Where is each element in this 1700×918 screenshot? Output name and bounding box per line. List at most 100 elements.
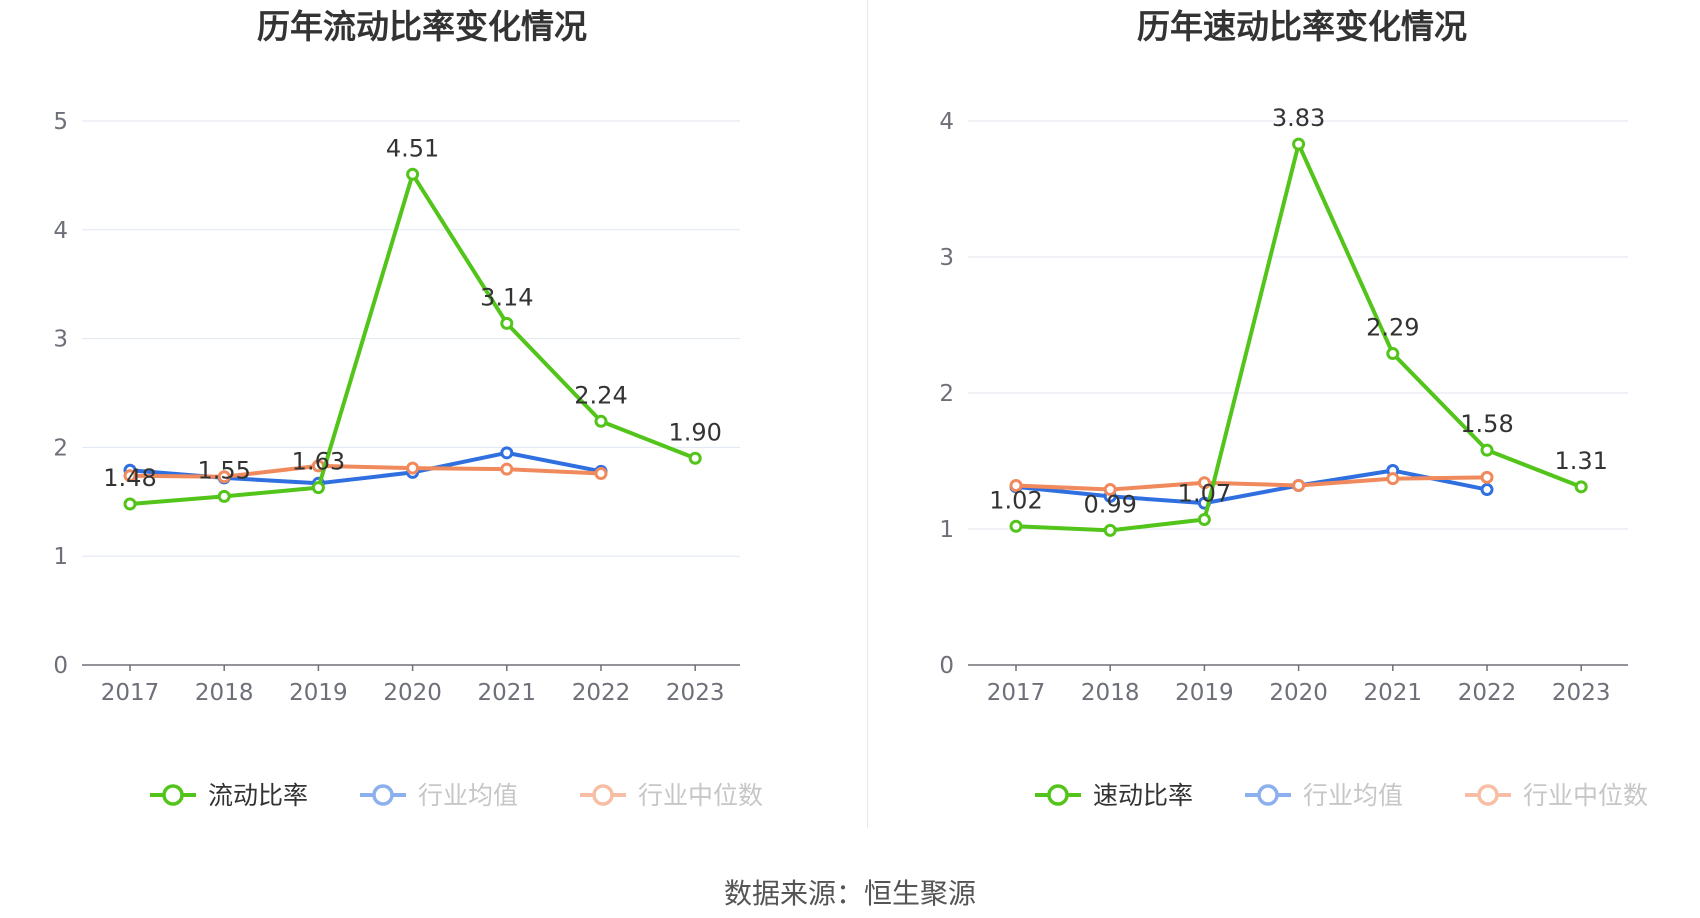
data-point-median — [1480, 470, 1494, 484]
data-point-median — [1386, 472, 1400, 486]
data-label: 2.24 — [574, 381, 627, 409]
series-line-median — [129, 463, 602, 479]
data-label: 1.48 — [103, 464, 156, 492]
y-tick-label: 4 — [939, 109, 954, 135]
chart-panel-2: 历年速动比率变化情况 0 1 2 3 4 2017 2018 2019 2020 2021 2022 2… — [939, 7, 1648, 810]
x-tick-label: 2017 — [101, 680, 160, 706]
legend-marker — [1477, 784, 1499, 806]
data-point-median — [406, 461, 420, 475]
legend-item-main: 流动比率 — [150, 781, 308, 810]
data-label: 1.07 — [1178, 479, 1231, 507]
x-tick-label: 2017 — [987, 680, 1046, 706]
data-point-main — [311, 481, 325, 495]
legend-marker — [1257, 784, 1279, 806]
data-point-median — [123, 469, 137, 483]
data-label: 3.83 — [1272, 104, 1325, 132]
legend-marker — [1047, 784, 1069, 806]
y-tick-label: 0 — [53, 653, 68, 679]
data-point-average — [500, 446, 514, 460]
data-point-main — [1103, 523, 1117, 537]
y-tick-label: 2 — [53, 435, 68, 461]
series-line-average — [1015, 468, 1488, 506]
y-tick-label: 2 — [939, 381, 954, 407]
data-label: 1.02 — [989, 486, 1042, 514]
legend-item-median: 行业中位数 — [580, 781, 763, 810]
data-point-median — [1103, 483, 1117, 497]
data-point-main — [123, 497, 137, 511]
data-point-main — [217, 489, 231, 503]
legend-item-average: 行业均值 — [1245, 781, 1403, 810]
x-tick-label: 2022 — [572, 680, 631, 706]
data-point-median — [1009, 478, 1023, 492]
legend: 流动比率 行业均值 行业中位数 — [150, 781, 763, 810]
data-point-main — [688, 451, 702, 465]
legend-item-median: 行业中位数 — [1465, 781, 1648, 810]
series-median — [123, 459, 608, 484]
data-point-average — [1480, 483, 1494, 497]
x-tick-label: 2023 — [1552, 680, 1611, 706]
series-line-main — [129, 172, 696, 506]
data-point-median — [217, 470, 231, 484]
data-point-median — [1292, 478, 1306, 492]
x-tick-label: 2019 — [289, 680, 348, 706]
x-tick-label: 2018 — [195, 680, 254, 706]
data-point-main — [406, 167, 420, 181]
legend-label: 行业均值 — [418, 781, 518, 810]
series-line-median — [1015, 475, 1488, 492]
legend-label: 行业中位数 — [1523, 781, 1648, 810]
legend-label: 行业均值 — [1303, 781, 1403, 810]
data-label: 1.31 — [1554, 447, 1607, 475]
legend-marker — [162, 784, 184, 806]
data-label: 1.90 — [668, 418, 721, 446]
legend-label: 流动比率 — [208, 781, 308, 810]
y-tick-label: 4 — [53, 218, 68, 244]
data-point-main — [1480, 443, 1494, 457]
legend-marker — [592, 784, 614, 806]
chart-title: 历年流动比率变化情况 — [257, 7, 587, 46]
legend-item-average: 行业均值 — [360, 781, 518, 810]
series-main — [1009, 137, 1588, 537]
data-point-main — [1009, 519, 1023, 533]
data-label: 1.63 — [292, 448, 345, 476]
data-point-main — [1292, 137, 1306, 151]
x-tick-label: 2020 — [1269, 680, 1328, 706]
legend: 速动比率 行业均值 行业中位数 — [1035, 781, 1648, 810]
chart-panel-1: 历年流动比率变化情况 0 1 2 3 4 5 2017 2018 2019 2020 2021 2022… — [53, 7, 763, 810]
data-label: 4.51 — [386, 134, 439, 162]
x-tick-label: 2019 — [1175, 680, 1234, 706]
y-tick-label: 1 — [939, 517, 954, 543]
data-label: 1.58 — [1460, 410, 1513, 438]
chart-title: 历年速动比率变化情况 — [1137, 7, 1467, 46]
data-point-median — [500, 462, 514, 476]
data-label: 3.14 — [480, 283, 533, 311]
y-tick-label: 3 — [53, 327, 68, 353]
x-tick-label: 2020 — [383, 680, 442, 706]
data-label: 0.99 — [1083, 490, 1136, 518]
data-point-main — [1574, 480, 1588, 494]
data-point-median — [594, 467, 608, 481]
x-tick-label: 2021 — [478, 680, 537, 706]
series-median — [1009, 470, 1494, 497]
x-tick-label: 2023 — [666, 680, 725, 706]
y-tick-label: 1 — [53, 544, 68, 570]
data-point-median — [1197, 476, 1211, 490]
y-tick-label: 0 — [939, 653, 954, 679]
x-tick-label: 2022 — [1458, 680, 1517, 706]
source-text: 数据来源：恒生聚源 — [723, 877, 976, 910]
data-point-main — [500, 316, 514, 330]
data-point-main — [1197, 512, 1211, 526]
series-main — [123, 167, 702, 511]
legend-item-main: 速动比率 — [1035, 781, 1193, 810]
legend-label: 速动比率 — [1093, 781, 1193, 810]
legend-label: 行业中位数 — [638, 781, 763, 810]
x-tick-label: 2018 — [1081, 680, 1140, 706]
y-tick-label: 3 — [939, 245, 954, 271]
data-label: 2.29 — [1366, 314, 1419, 342]
series-line-main — [1015, 142, 1582, 533]
x-tick-label: 2021 — [1364, 680, 1423, 706]
panel-divider — [867, 0, 868, 828]
data-point-main — [594, 414, 608, 428]
y-tick-label: 5 — [53, 109, 68, 135]
legend-marker — [372, 784, 394, 806]
